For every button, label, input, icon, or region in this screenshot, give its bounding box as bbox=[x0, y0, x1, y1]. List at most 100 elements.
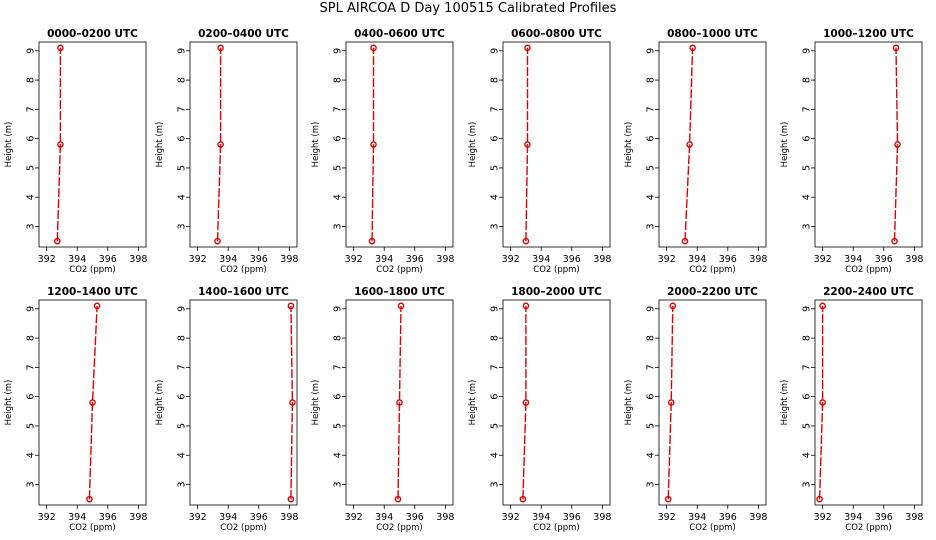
x-tick-label: 392 bbox=[189, 512, 207, 523]
profile-line bbox=[290, 305, 294, 500]
y-tick-label: 7 bbox=[333, 106, 344, 112]
data-point bbox=[664, 495, 672, 503]
y-tick-label: 9 bbox=[333, 306, 344, 312]
profile-panel: 0000–0200 UTC 392 394 396 398 CO2 (ppm) 3 4 5 6 7 8… bbox=[4, 28, 147, 275]
y-tick-label: 6 bbox=[802, 394, 813, 400]
y-tick-label: 8 bbox=[333, 77, 344, 83]
panel-title: 0800–1000 UTC bbox=[667, 28, 758, 40]
y-axis-label: Height (m) bbox=[624, 122, 634, 168]
plot-frame bbox=[345, 299, 454, 506]
x-tick-label: 396 bbox=[250, 254, 268, 265]
x-tick-label: 398 bbox=[593, 254, 611, 265]
y-tick-label: 6 bbox=[802, 136, 813, 142]
y-axis-label: Height (m) bbox=[155, 380, 165, 426]
y-tick-label: 9 bbox=[333, 48, 344, 54]
panel-title: 1600–1800 UTC bbox=[354, 286, 445, 298]
y-tick-label: 3 bbox=[802, 223, 813, 229]
x-axis-label: CO2 (ppm) bbox=[689, 265, 735, 275]
y-tick-label: 4 bbox=[177, 452, 188, 458]
x-tick-label: 394 bbox=[688, 254, 706, 265]
x-tick-label: 398 bbox=[280, 512, 298, 523]
y-tick-label: 7 bbox=[26, 106, 37, 112]
y-tick-label: 5 bbox=[646, 423, 657, 429]
data-point bbox=[519, 495, 527, 503]
y-tick-label: 3 bbox=[26, 481, 37, 487]
x-tick-label: 398 bbox=[129, 254, 147, 265]
x-tick-label: 396 bbox=[563, 254, 581, 265]
y-tick-label: 3 bbox=[646, 223, 657, 229]
data-point bbox=[669, 302, 677, 310]
y-tick-label: 8 bbox=[490, 77, 501, 83]
y-tick-label: 7 bbox=[646, 364, 657, 370]
x-axis-label: CO2 (ppm) bbox=[376, 265, 422, 275]
y-tick-label: 4 bbox=[333, 194, 344, 200]
y-axis-label: Height (m) bbox=[468, 122, 478, 168]
x-tick-label: 398 bbox=[436, 512, 454, 523]
y-tick-label: 7 bbox=[177, 364, 188, 370]
data-point bbox=[816, 495, 823, 503]
x-tick-label: 398 bbox=[905, 512, 923, 523]
y-tick-label: 6 bbox=[646, 394, 657, 400]
profile-line bbox=[818, 305, 824, 500]
profile-line bbox=[667, 305, 674, 500]
data-point bbox=[892, 44, 900, 52]
y-tick-label: 6 bbox=[646, 136, 657, 142]
profile-panel: 1600–1800 UTC 392 394 396 398 CO2 (ppm) 3 4 5 6 7 8… bbox=[311, 286, 454, 533]
y-tick-label: 7 bbox=[177, 106, 188, 112]
profile-line bbox=[56, 47, 62, 242]
profile-panel: 1000–1200 UTC 392 394 396 398 CO2 (ppm) 3 4 5 6 7 8… bbox=[780, 28, 923, 275]
y-tick-label: 8 bbox=[26, 335, 37, 341]
y-tick-label: 5 bbox=[177, 165, 188, 171]
plot-frame bbox=[658, 299, 767, 506]
x-axis-label: CO2 (ppm) bbox=[845, 265, 891, 275]
y-tick-label: 5 bbox=[26, 165, 37, 171]
y-tick-label: 6 bbox=[490, 394, 501, 400]
data-point bbox=[522, 399, 530, 406]
x-tick-label: 396 bbox=[719, 512, 737, 523]
profile-line bbox=[684, 47, 694, 242]
profile-line bbox=[522, 305, 527, 500]
y-tick-label: 9 bbox=[177, 306, 188, 312]
plot-frame bbox=[38, 41, 147, 248]
data-point bbox=[819, 399, 826, 406]
y-axis-label: Height (m) bbox=[155, 122, 165, 168]
y-tick-label: 5 bbox=[490, 423, 501, 429]
data-point bbox=[86, 495, 93, 503]
y-tick-label: 7 bbox=[646, 106, 657, 112]
x-tick-label: 392 bbox=[38, 512, 56, 523]
y-tick-label: 8 bbox=[490, 335, 501, 341]
x-tick-label: 398 bbox=[905, 254, 923, 265]
data-point bbox=[681, 237, 689, 245]
data-point bbox=[894, 141, 901, 148]
profile-panel: 2200–2400 UTC 392 394 396 398 CO2 (ppm) 3 4 5 6 7 8… bbox=[780, 286, 923, 533]
y-tick-label: 9 bbox=[490, 48, 501, 54]
profile-panel: 1800–2000 UTC 392 394 396 398 CO2 (ppm) 3 4 5 6 7 8… bbox=[468, 286, 611, 533]
y-tick-label: 3 bbox=[333, 223, 344, 229]
data-point bbox=[524, 44, 531, 52]
plot-frame bbox=[345, 41, 454, 248]
x-tick-label: 394 bbox=[219, 512, 237, 523]
y-tick-label: 5 bbox=[646, 165, 657, 171]
y-tick-label: 4 bbox=[177, 194, 188, 200]
panel-title: 2000–2200 UTC bbox=[667, 286, 758, 298]
x-tick-label: 392 bbox=[502, 512, 520, 523]
x-axis-label: CO2 (ppm) bbox=[220, 523, 266, 533]
y-tick-label: 6 bbox=[26, 136, 37, 142]
plot-frame bbox=[38, 299, 147, 506]
data-point bbox=[819, 302, 826, 310]
profile-panel: 0200–0400 UTC 392 394 396 398 CO2 (ppm) 3 4 5 6 7 8… bbox=[155, 28, 298, 275]
profile-line bbox=[893, 47, 899, 242]
y-axis-label: Height (m) bbox=[4, 380, 14, 426]
x-tick-label: 396 bbox=[99, 254, 117, 265]
y-tick-label: 7 bbox=[333, 364, 344, 370]
plot-frame bbox=[502, 299, 611, 506]
x-tick-label: 392 bbox=[814, 254, 832, 265]
profile-line bbox=[525, 47, 529, 242]
data-point bbox=[522, 302, 530, 310]
y-tick-label: 4 bbox=[333, 452, 344, 458]
y-tick-label: 8 bbox=[177, 335, 188, 341]
y-tick-label: 9 bbox=[802, 306, 813, 312]
panel-title: 1800–2000 UTC bbox=[511, 286, 602, 298]
x-axis-label: CO2 (ppm) bbox=[69, 523, 115, 533]
